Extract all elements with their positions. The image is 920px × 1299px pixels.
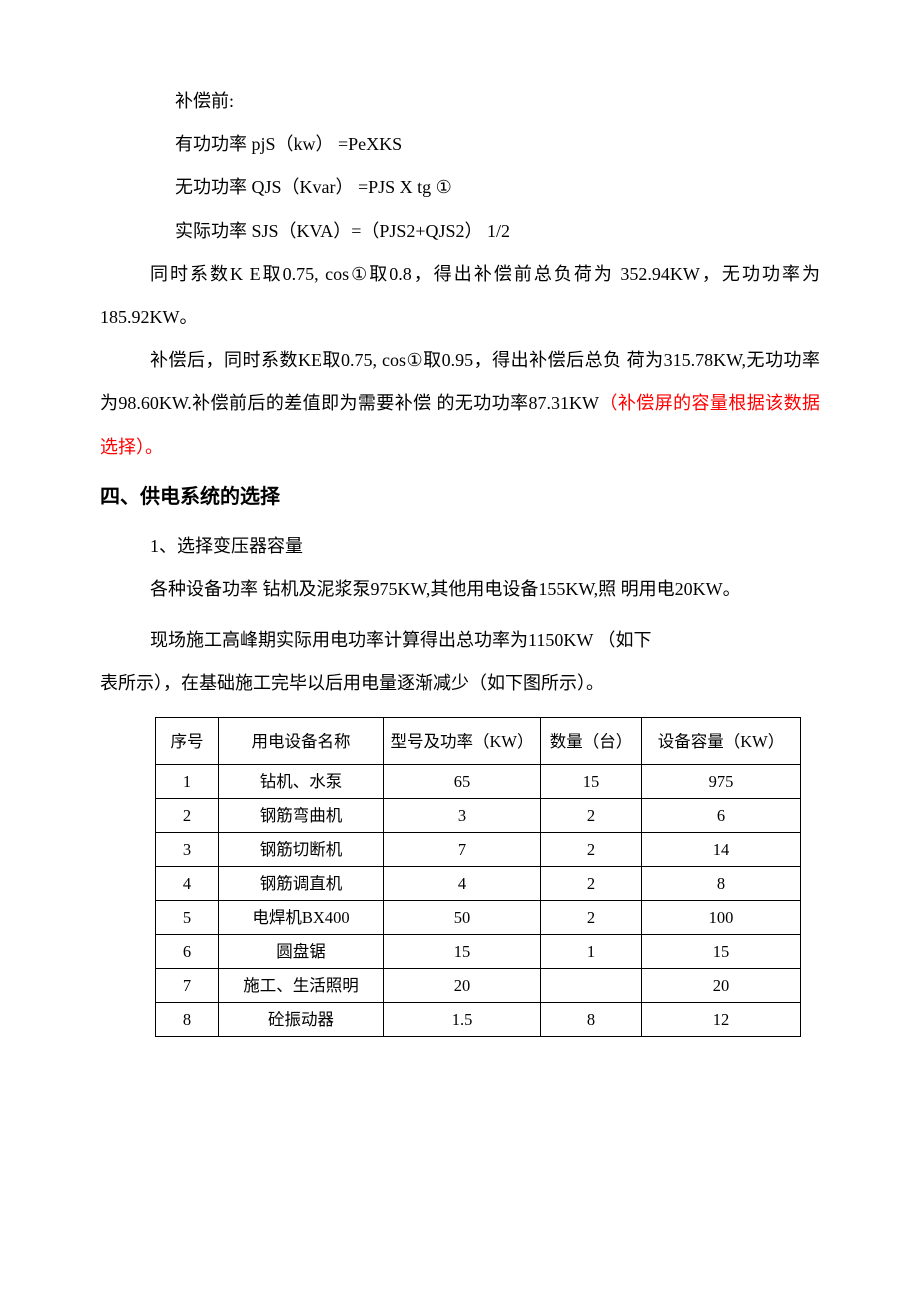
table-row: 3钢筋切断机7214 xyxy=(156,833,801,867)
table-cell: 3 xyxy=(384,799,541,833)
table-cell: 15 xyxy=(541,765,642,799)
table-cell: 8 xyxy=(541,1003,642,1037)
table-cell: 2 xyxy=(156,799,219,833)
table-cell: 1 xyxy=(156,765,219,799)
col-index: 序号 xyxy=(156,718,219,765)
table-cell: 8 xyxy=(156,1003,219,1037)
para-peak-power-1: 现场施工高峰期实际用电功率计算得出总功率为1150KW （如下 xyxy=(100,619,820,662)
section-heading: 四、供电系统的选择 xyxy=(100,473,820,521)
col-model: 型号及功率（KW） xyxy=(384,718,541,765)
table-row: 7施工、生活照明2020 xyxy=(156,969,801,1003)
col-qty: 数量（台） xyxy=(541,718,642,765)
table-cell: 6 xyxy=(642,799,801,833)
para-coefficient: 同时系数K E取0.75, cos①取0.8，得出补偿前总负荷为 352.94K… xyxy=(100,253,820,339)
table-cell: 2 xyxy=(541,833,642,867)
table-header-row: 序号 用电设备名称 型号及功率（KW） 数量（台） 设备容量（KW） xyxy=(156,718,801,765)
table-cell: 14 xyxy=(642,833,801,867)
table-cell: 2 xyxy=(541,799,642,833)
table-cell: 施工、生活照明 xyxy=(219,969,384,1003)
table-cell: 2 xyxy=(541,901,642,935)
para-before-compensation: 补偿前: xyxy=(100,80,820,123)
table-row: 1钻机、水泵6515975 xyxy=(156,765,801,799)
para-peak-power-2: 表所示），在基础施工完毕以后用电量逐渐减少（如下图所示）。 xyxy=(100,662,820,705)
table-row: 5电焊机BX400502100 xyxy=(156,901,801,935)
table-cell: 4 xyxy=(384,867,541,901)
document-page: 补偿前: 有功功率 pjS（kw） =PeXKS 无功功率 QJS（Kvar） … xyxy=(0,0,920,1097)
table-cell: 12 xyxy=(642,1003,801,1037)
para-select-transformer: 1、选择变压器容量 xyxy=(100,525,820,568)
table-cell: 砼振动器 xyxy=(219,1003,384,1037)
table-cell: 3 xyxy=(156,833,219,867)
table-cell: 7 xyxy=(156,969,219,1003)
table-body: 1钻机、水泵65159752钢筋弯曲机3263钢筋切断机72144钢筋调直机42… xyxy=(156,765,801,1037)
table-cell xyxy=(541,969,642,1003)
para-after-compensation: 补偿后，同时系数KE取0.75, cos①取0.95，得出补偿后总负 荷为315… xyxy=(100,339,820,469)
table-cell: 100 xyxy=(642,901,801,935)
table-cell: 20 xyxy=(642,969,801,1003)
para-actual-power: 实际功率 SJS（KVA）=（PJS2+QJS2） 1/2 xyxy=(100,210,820,253)
table-row: 8砼振动器1.5812 xyxy=(156,1003,801,1037)
table-cell: 6 xyxy=(156,935,219,969)
table-cell: 8 xyxy=(642,867,801,901)
table-cell: 2 xyxy=(541,867,642,901)
table-row: 4钢筋调直机428 xyxy=(156,867,801,901)
table-cell: 15 xyxy=(642,935,801,969)
table-cell: 5 xyxy=(156,901,219,935)
table-cell: 65 xyxy=(384,765,541,799)
table-cell: 975 xyxy=(642,765,801,799)
table-cell: 圆盘锯 xyxy=(219,935,384,969)
table-cell: 钢筋切断机 xyxy=(219,833,384,867)
table-row: 6圆盘锯15115 xyxy=(156,935,801,969)
para-reactive-power: 无功功率 QJS（Kvar） =PJS X tg ① xyxy=(100,166,820,209)
table-cell: 50 xyxy=(384,901,541,935)
para-equipment-power: 各种设备功率 钻机及泥浆泵975KW,其他用电设备155KW,照 明用电20KW… xyxy=(100,568,820,611)
table-cell: 钢筋弯曲机 xyxy=(219,799,384,833)
para-active-power: 有功功率 pjS（kw） =PeXKS xyxy=(100,123,820,166)
table-row: 2钢筋弯曲机326 xyxy=(156,799,801,833)
table-cell: 15 xyxy=(384,935,541,969)
table-cell: 4 xyxy=(156,867,219,901)
table-cell: 1 xyxy=(541,935,642,969)
col-cap: 设备容量（KW） xyxy=(642,718,801,765)
equipment-table: 序号 用电设备名称 型号及功率（KW） 数量（台） 设备容量（KW） 1钻机、水… xyxy=(155,717,801,1037)
table-cell: 1.5 xyxy=(384,1003,541,1037)
col-name: 用电设备名称 xyxy=(219,718,384,765)
table-cell: 7 xyxy=(384,833,541,867)
table-cell: 电焊机BX400 xyxy=(219,901,384,935)
table-cell: 20 xyxy=(384,969,541,1003)
table-cell: 钢筋调直机 xyxy=(219,867,384,901)
table-cell: 钻机、水泵 xyxy=(219,765,384,799)
